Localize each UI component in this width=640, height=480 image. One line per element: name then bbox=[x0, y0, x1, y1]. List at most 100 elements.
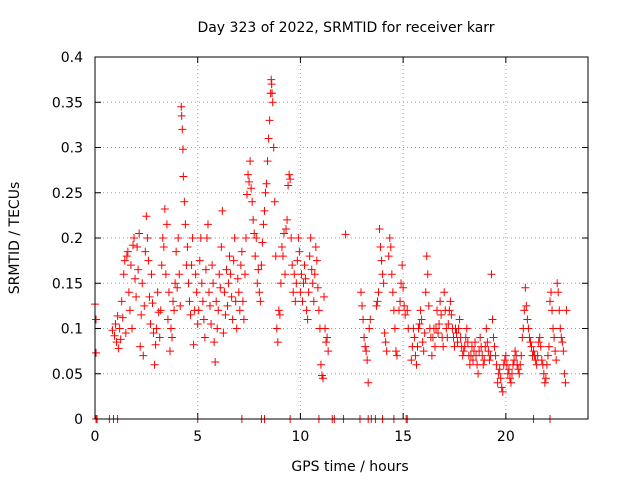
data-point bbox=[511, 347, 520, 356]
data-point bbox=[201, 265, 210, 274]
data-point bbox=[257, 261, 266, 270]
data-point bbox=[111, 319, 120, 328]
data-point bbox=[240, 270, 249, 279]
data-point bbox=[236, 261, 245, 270]
data-point bbox=[428, 333, 437, 342]
data-point bbox=[141, 247, 150, 256]
data-point bbox=[173, 283, 182, 292]
data-point bbox=[501, 351, 510, 360]
data-point bbox=[529, 347, 538, 356]
data-point bbox=[227, 292, 236, 301]
data-point bbox=[135, 229, 144, 238]
data-point bbox=[561, 378, 570, 387]
data-point bbox=[552, 356, 561, 365]
data-point bbox=[124, 288, 133, 297]
data-point bbox=[493, 378, 502, 387]
data-point bbox=[291, 297, 300, 306]
data-point bbox=[174, 234, 183, 242]
data-point bbox=[431, 324, 440, 333]
data-point bbox=[122, 252, 131, 261]
data-point bbox=[559, 347, 568, 356]
data-point bbox=[192, 288, 201, 297]
data-point bbox=[361, 342, 370, 351]
data-point bbox=[231, 297, 240, 306]
data-point bbox=[375, 224, 384, 233]
data-point bbox=[440, 288, 449, 297]
data-point bbox=[471, 338, 480, 347]
data-point bbox=[307, 265, 316, 274]
data-point bbox=[112, 338, 121, 347]
data-point bbox=[492, 360, 501, 369]
data-point bbox=[161, 270, 170, 279]
data-point bbox=[239, 315, 248, 324]
data-point bbox=[142, 212, 151, 221]
data-point bbox=[247, 184, 256, 193]
data-point bbox=[427, 351, 436, 360]
data-point bbox=[251, 252, 260, 261]
data-point bbox=[357, 288, 366, 297]
data-point bbox=[286, 175, 295, 184]
data-point bbox=[232, 324, 241, 333]
data-point bbox=[147, 270, 156, 279]
data-point bbox=[118, 313, 127, 322]
data-point bbox=[151, 340, 160, 349]
data-point bbox=[430, 342, 439, 351]
data-point bbox=[289, 288, 298, 297]
data-point bbox=[463, 338, 472, 347]
data-point bbox=[478, 351, 487, 360]
data-point bbox=[313, 283, 322, 292]
data-point bbox=[459, 347, 468, 356]
data-point bbox=[274, 306, 283, 315]
data-point bbox=[304, 288, 313, 297]
x-tick-label: 0 bbox=[91, 429, 100, 445]
data-point bbox=[215, 270, 224, 279]
data-point bbox=[183, 243, 192, 252]
data-point bbox=[129, 241, 138, 250]
data-point bbox=[311, 243, 320, 252]
data-point bbox=[302, 306, 311, 315]
data-point bbox=[401, 310, 410, 319]
data-point bbox=[396, 297, 405, 306]
data-point bbox=[414, 324, 423, 333]
data-point bbox=[194, 306, 203, 315]
data-point bbox=[170, 306, 179, 315]
data-point bbox=[407, 356, 416, 365]
data-point bbox=[488, 315, 497, 324]
data-point bbox=[373, 297, 382, 306]
data-point bbox=[175, 270, 184, 279]
data-point bbox=[547, 288, 556, 297]
data-point bbox=[184, 279, 193, 288]
data-point bbox=[230, 234, 239, 242]
data-point bbox=[123, 247, 132, 256]
data-point bbox=[125, 306, 134, 315]
data-point bbox=[214, 306, 223, 315]
data-point bbox=[158, 234, 167, 242]
data-point bbox=[211, 357, 220, 366]
y-axis-label: SRMTID / TECUs bbox=[7, 182, 23, 295]
data-point bbox=[527, 342, 536, 351]
y-tick-label: 0.2 bbox=[61, 231, 83, 247]
y-tick-label: 0.35 bbox=[52, 95, 83, 111]
data-point bbox=[498, 387, 507, 396]
data-point bbox=[301, 274, 310, 283]
data-point bbox=[489, 333, 498, 342]
data-point bbox=[520, 306, 529, 315]
y-tick-label: 0.05 bbox=[52, 367, 83, 383]
data-point bbox=[263, 157, 272, 166]
data-point bbox=[447, 310, 456, 319]
data-point bbox=[138, 279, 147, 288]
data-point bbox=[157, 261, 166, 270]
data-point bbox=[137, 310, 146, 319]
data-point bbox=[115, 324, 124, 333]
data-point bbox=[418, 338, 427, 347]
data-point bbox=[465, 360, 474, 369]
data-point bbox=[296, 288, 305, 297]
data-point bbox=[421, 288, 430, 297]
data-point bbox=[420, 329, 429, 338]
y-tick-label: 0.15 bbox=[52, 276, 83, 292]
chart-title: Day 323 of 2022, SRMTID for receiver kar… bbox=[197, 20, 494, 36]
data-point bbox=[433, 306, 442, 315]
data-point bbox=[310, 270, 319, 279]
data-point bbox=[468, 356, 477, 365]
